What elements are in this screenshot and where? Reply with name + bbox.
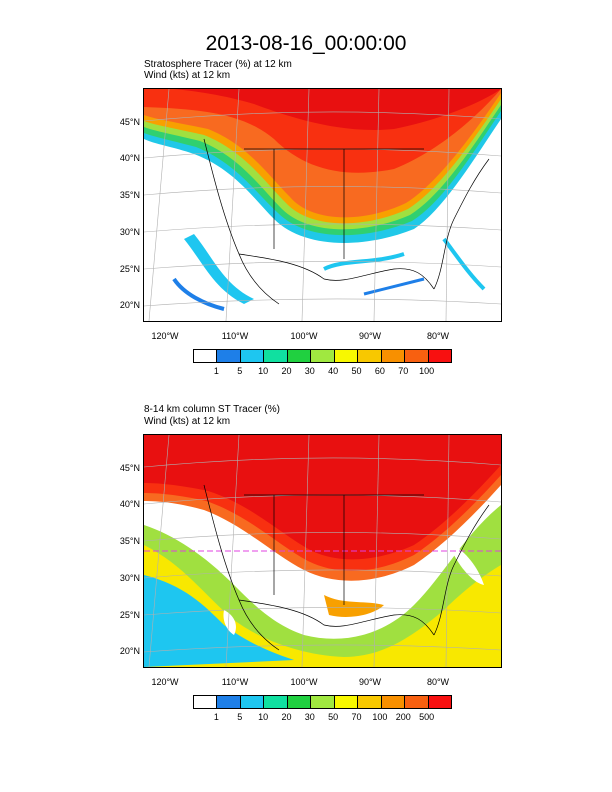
panel1-lat-40: 40°N bbox=[119, 153, 140, 163]
panel1-wind-label: Wind (kts) at 12 km bbox=[144, 70, 231, 81]
panel2-lat-40: 40°N bbox=[119, 499, 140, 509]
panel2-colorbar-label: 1 bbox=[213, 712, 219, 722]
panel1-colorbar bbox=[193, 349, 452, 363]
panel1-colorbar-label: 40 bbox=[328, 366, 339, 376]
panel1-colorbar-swatch bbox=[428, 350, 451, 362]
panel2-map bbox=[143, 434, 502, 668]
panel2-colorbar-label: 100 bbox=[372, 712, 388, 722]
panel2-colorbar-swatch bbox=[287, 696, 312, 708]
panel2-colorbar-swatch bbox=[405, 696, 429, 708]
panel2-field-label: 8-14 km column ST Tracer (%) bbox=[144, 404, 280, 415]
panel2-lon-90: 90°W bbox=[358, 677, 382, 687]
panel1-colorbar-swatch bbox=[311, 350, 335, 362]
panel2-colorbar-swatch bbox=[381, 696, 406, 708]
panel1-lon-80: 80°W bbox=[426, 331, 450, 341]
panel2-colorbar-label: 10 bbox=[258, 712, 269, 722]
panel1-colorbar-swatch bbox=[405, 350, 429, 362]
panel1-colorbar-label: 1 bbox=[213, 366, 219, 376]
panel1-lon-90: 90°W bbox=[358, 331, 382, 341]
panel1-lat-25: 25°N bbox=[119, 264, 140, 274]
panel2-colorbar-label: 200 bbox=[395, 712, 411, 722]
panel2-colorbar-label: 50 bbox=[328, 712, 339, 722]
panel1-colorbar-label: 100 bbox=[419, 366, 435, 376]
panel1-lon-100: 100°W bbox=[290, 331, 318, 341]
panel2-colorbar-label: 5 bbox=[237, 712, 243, 722]
panel2-lat-45: 45°N bbox=[119, 463, 140, 473]
panel1-colorbar-label: 10 bbox=[258, 366, 269, 376]
panel1-colorbar-swatch bbox=[264, 350, 288, 362]
panel2-lon-80: 80°W bbox=[426, 677, 450, 687]
panel2-lon-100: 100°W bbox=[290, 677, 318, 687]
panel2-lat-20: 20°N bbox=[119, 646, 140, 656]
panel1-colorbar-swatch bbox=[381, 350, 406, 362]
panel1-lat-30: 30°N bbox=[119, 227, 140, 237]
panel1-colorbar-label: 50 bbox=[351, 366, 362, 376]
panel1-colorbar-swatch bbox=[194, 350, 218, 362]
panel2-colorbar-swatch bbox=[311, 696, 335, 708]
panel2-colorbar-swatch bbox=[240, 696, 265, 708]
panel2-colorbar-swatch bbox=[217, 696, 241, 708]
panel1-lon-120: 120°W bbox=[151, 331, 179, 341]
panel2-colorbar-label: 20 bbox=[281, 712, 292, 722]
panel2-colorbar-swatch bbox=[428, 696, 451, 708]
panel1-lon-110: 110°W bbox=[221, 331, 249, 341]
panel1-lat-35: 35°N bbox=[119, 190, 140, 200]
panel1-field-label: Stratosphere Tracer (%) at 12 km bbox=[144, 59, 292, 70]
figure-title: 2013-08-16_00:00:00 bbox=[205, 32, 407, 55]
panel2-colorbar-label: 30 bbox=[304, 712, 315, 722]
panel1-colorbar-swatch bbox=[287, 350, 312, 362]
panel1-colorbar-swatch bbox=[358, 350, 382, 362]
panel1-colorbar-swatch bbox=[334, 350, 359, 362]
panel1-colorbar-swatch bbox=[240, 350, 265, 362]
panel2-colorbar bbox=[193, 695, 452, 709]
panel2-colorbar-label: 500 bbox=[419, 712, 435, 722]
panel1-map bbox=[143, 88, 502, 322]
panel2-lon-110: 110°W bbox=[221, 677, 249, 687]
panel2-lat-30: 30°N bbox=[119, 573, 140, 583]
panel2-colorbar-swatch bbox=[358, 696, 382, 708]
panel1-lat-45: 45°N bbox=[119, 117, 140, 127]
panel2-colorbar-label: 70 bbox=[351, 712, 362, 722]
panel2-colorbar-swatch bbox=[194, 696, 218, 708]
panel2-colorbar-swatch bbox=[264, 696, 288, 708]
panel2-lat-25: 25°N bbox=[119, 610, 140, 620]
panel2-wind-label: Wind (kts) at 12 km bbox=[144, 416, 231, 427]
panel1-colorbar-label: 60 bbox=[374, 366, 385, 376]
panel2-colorbar-swatch bbox=[334, 696, 359, 708]
panel2-lon-120: 120°W bbox=[151, 677, 179, 687]
panel1-colorbar-swatch bbox=[217, 350, 241, 362]
panel1-colorbar-label: 30 bbox=[304, 366, 315, 376]
panel2-lat-35: 35°N bbox=[119, 536, 140, 546]
panel1-colorbar-label: 5 bbox=[237, 366, 243, 376]
panel1-colorbar-label: 20 bbox=[281, 366, 292, 376]
panel1-lat-20: 20°N bbox=[119, 300, 140, 310]
panel1-colorbar-label: 70 bbox=[398, 366, 409, 376]
